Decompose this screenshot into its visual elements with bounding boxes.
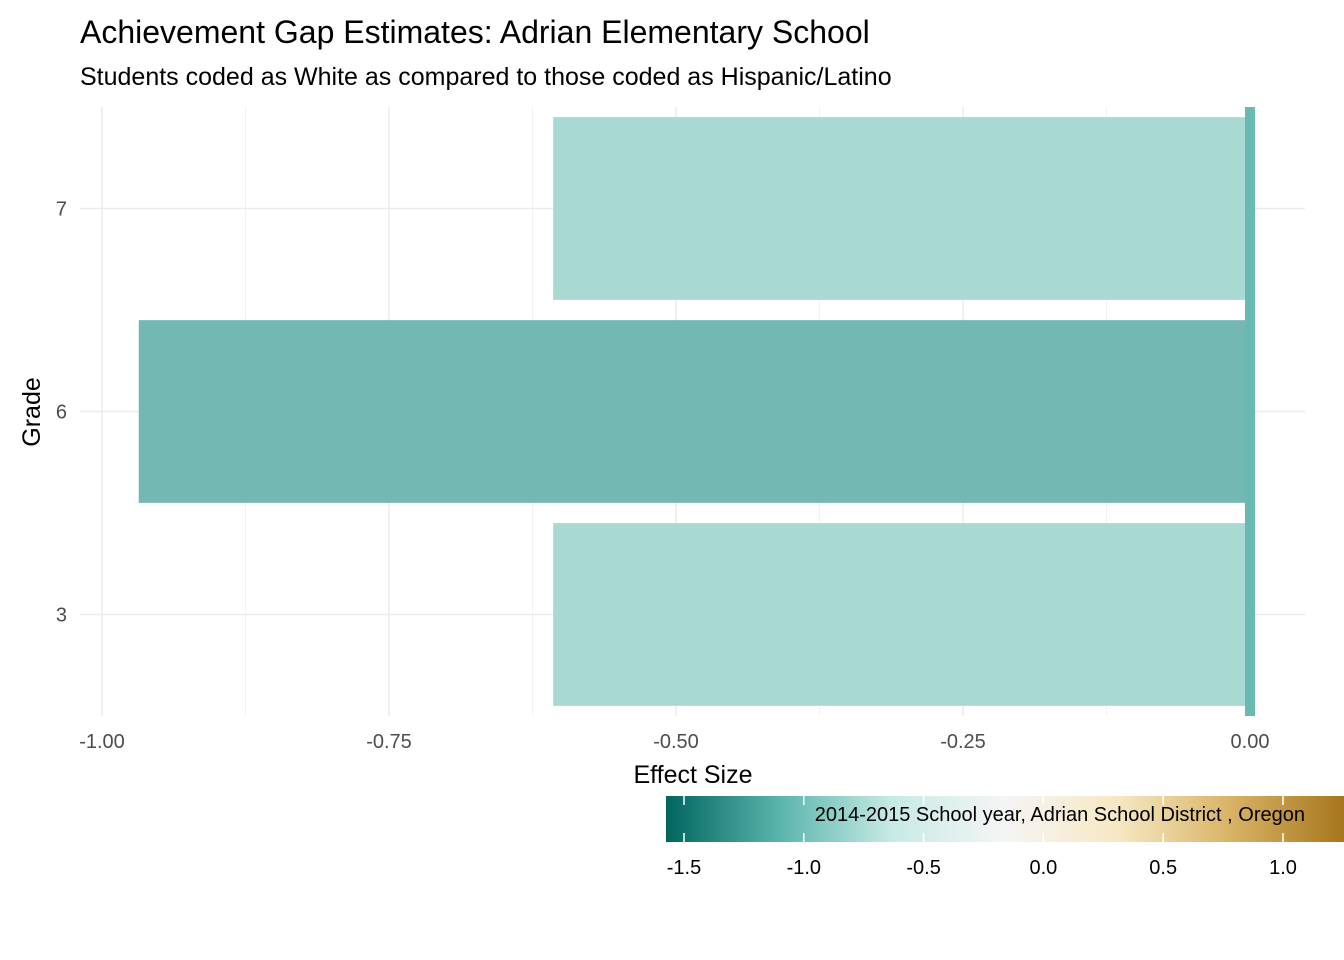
legend-tick-label: -0.5 bbox=[906, 857, 940, 879]
chart-title: Achievement Gap Estimates: Adrian Elemen… bbox=[80, 14, 870, 50]
x-tick-label: -1.00 bbox=[79, 731, 125, 753]
legend-tick-label: 0.5 bbox=[1149, 857, 1177, 879]
legend-tick-label: -1.0 bbox=[787, 857, 821, 879]
chart-subtitle: Students coded as White as compared to t… bbox=[80, 63, 892, 91]
x-axis-title: Effect Size bbox=[633, 761, 752, 789]
y-tick-label: 6 bbox=[56, 402, 67, 424]
bar bbox=[553, 117, 1250, 300]
y-axis-title: Grade bbox=[18, 377, 46, 446]
x-tick-label: -0.25 bbox=[940, 731, 986, 753]
legend-colorbar bbox=[666, 796, 1344, 842]
bars bbox=[138, 107, 1255, 716]
zero-reference-line bbox=[1245, 107, 1255, 716]
color-legend: -1.5 -1.0 -0.5 0.0 0.5 1.0 2014-2015 School ye… bbox=[666, 796, 1344, 879]
x-tick-label: 0.00 bbox=[1231, 731, 1270, 753]
legend-caption: 2014-2015 School year, Adrian School Dis… bbox=[815, 804, 1305, 826]
legend-tick-label: 1.0 bbox=[1269, 857, 1297, 879]
bar bbox=[553, 523, 1250, 706]
bar bbox=[138, 320, 1251, 503]
y-tick-label: 3 bbox=[56, 605, 67, 627]
y-tick-label: 7 bbox=[56, 199, 67, 221]
x-tick-label: -0.75 bbox=[366, 731, 412, 753]
axes: -1.00 -0.75 -0.50 -0.25 0.00 3 6 7 bbox=[56, 199, 1270, 754]
x-tick-label: -0.50 bbox=[653, 731, 699, 753]
legend-tick-label: 0.0 bbox=[1029, 857, 1057, 879]
legend-tick-label: -1.5 bbox=[667, 857, 701, 879]
